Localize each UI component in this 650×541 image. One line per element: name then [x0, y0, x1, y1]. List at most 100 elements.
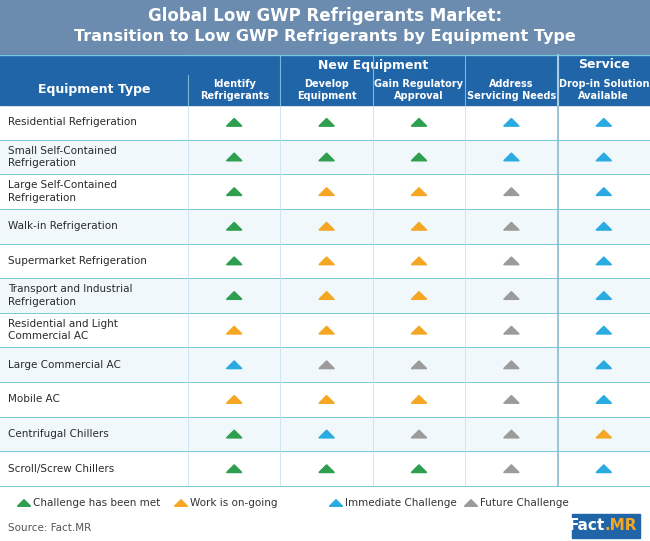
- Polygon shape: [319, 188, 334, 195]
- Polygon shape: [596, 430, 612, 438]
- Polygon shape: [411, 118, 426, 126]
- Polygon shape: [226, 222, 242, 230]
- Text: Global Low GWP Refrigerants Market:: Global Low GWP Refrigerants Market:: [148, 7, 502, 25]
- Polygon shape: [226, 153, 242, 161]
- Text: Challenge has been met: Challenge has been met: [33, 498, 161, 508]
- Polygon shape: [504, 395, 519, 403]
- Polygon shape: [411, 292, 426, 299]
- Polygon shape: [411, 465, 426, 472]
- Polygon shape: [319, 326, 334, 334]
- Polygon shape: [226, 430, 242, 438]
- Text: .MR: .MR: [605, 518, 638, 533]
- Bar: [0, 140, 650, 174]
- Bar: [0, 451, 650, 486]
- Polygon shape: [596, 153, 612, 161]
- Polygon shape: [504, 361, 519, 368]
- Polygon shape: [411, 257, 426, 265]
- Polygon shape: [596, 292, 612, 299]
- Text: Transport and Industrial
Refrigeration: Transport and Industrial Refrigeration: [8, 285, 133, 307]
- Text: Transition to Low GWP Refrigerants by Equipment Type: Transition to Low GWP Refrigerants by Eq…: [74, 30, 576, 44]
- Bar: [0, 174, 650, 209]
- Polygon shape: [504, 222, 519, 230]
- Polygon shape: [504, 257, 519, 265]
- Polygon shape: [596, 395, 612, 403]
- Polygon shape: [226, 118, 242, 126]
- Text: Equipment Type: Equipment Type: [38, 83, 150, 96]
- Text: Drop-in Solution
Available: Drop-in Solution Available: [558, 79, 649, 101]
- Bar: [0, 278, 650, 313]
- Polygon shape: [226, 188, 242, 195]
- Polygon shape: [596, 465, 612, 472]
- Polygon shape: [319, 153, 334, 161]
- Bar: [0, 209, 650, 243]
- Bar: [0, 313, 650, 347]
- Polygon shape: [596, 118, 612, 126]
- Polygon shape: [18, 500, 31, 506]
- Text: Source: Fact.MR: Source: Fact.MR: [8, 523, 91, 533]
- Text: Fact: Fact: [569, 518, 605, 533]
- Polygon shape: [226, 395, 242, 403]
- Text: Gain Regulatory
Approval: Gain Regulatory Approval: [374, 79, 463, 101]
- Polygon shape: [504, 292, 519, 299]
- Polygon shape: [226, 292, 242, 299]
- Polygon shape: [319, 222, 334, 230]
- Polygon shape: [330, 500, 343, 506]
- Polygon shape: [411, 188, 426, 195]
- Polygon shape: [226, 465, 242, 472]
- Polygon shape: [226, 257, 242, 265]
- Text: Address
Servicing Needs: Address Servicing Needs: [467, 79, 556, 101]
- Text: Work is on-going: Work is on-going: [190, 498, 278, 508]
- Text: Develop
Equipment: Develop Equipment: [297, 79, 356, 101]
- Polygon shape: [319, 257, 334, 265]
- Polygon shape: [411, 361, 426, 368]
- Text: Service: Service: [578, 58, 630, 71]
- Text: Residential Refrigeration: Residential Refrigeration: [8, 117, 137, 127]
- Polygon shape: [504, 430, 519, 438]
- Polygon shape: [319, 395, 334, 403]
- Text: Large Self-Contained
Refrigeration: Large Self-Contained Refrigeration: [8, 180, 117, 203]
- Text: Residential and Light
Commercial AC: Residential and Light Commercial AC: [8, 319, 118, 341]
- Text: Walk-in Refrigeration: Walk-in Refrigeration: [8, 221, 118, 231]
- Polygon shape: [174, 500, 188, 506]
- Bar: [188, 75, 650, 105]
- Bar: [0, 347, 650, 382]
- Text: Mobile AC: Mobile AC: [8, 394, 60, 405]
- Polygon shape: [596, 222, 612, 230]
- Text: Centrifugal Chillers: Centrifugal Chillers: [8, 429, 109, 439]
- Polygon shape: [504, 326, 519, 334]
- Text: Identify
Refrigerants: Identify Refrigerants: [200, 79, 268, 101]
- Text: Small Self-Contained
Refrigeration: Small Self-Contained Refrigeration: [8, 146, 117, 168]
- Polygon shape: [596, 188, 612, 195]
- Polygon shape: [411, 430, 426, 438]
- Polygon shape: [319, 430, 334, 438]
- Polygon shape: [464, 500, 478, 506]
- Text: Immediate Challenge: Immediate Challenge: [345, 498, 457, 508]
- Polygon shape: [504, 465, 519, 472]
- Bar: [0, 243, 650, 278]
- Polygon shape: [596, 326, 612, 334]
- Bar: [0, 0, 650, 55]
- Bar: [0, 417, 650, 451]
- Polygon shape: [319, 292, 334, 299]
- Bar: [0, 55, 650, 75]
- Text: New Equipment: New Equipment: [318, 58, 428, 71]
- Polygon shape: [411, 222, 426, 230]
- Polygon shape: [411, 153, 426, 161]
- Text: Future Challenge: Future Challenge: [480, 498, 569, 508]
- Polygon shape: [596, 257, 612, 265]
- Polygon shape: [504, 188, 519, 195]
- Polygon shape: [504, 153, 519, 161]
- Bar: [0, 55, 188, 105]
- Polygon shape: [319, 361, 334, 368]
- Polygon shape: [319, 465, 334, 472]
- Bar: [0, 105, 650, 140]
- Text: Scroll/Screw Chillers: Scroll/Screw Chillers: [8, 464, 114, 474]
- Bar: [572, 514, 640, 538]
- Text: Large Commercial AC: Large Commercial AC: [8, 360, 121, 370]
- Polygon shape: [226, 361, 242, 368]
- Bar: [0, 382, 650, 417]
- Polygon shape: [504, 118, 519, 126]
- Polygon shape: [411, 326, 426, 334]
- Polygon shape: [226, 326, 242, 334]
- Polygon shape: [411, 395, 426, 403]
